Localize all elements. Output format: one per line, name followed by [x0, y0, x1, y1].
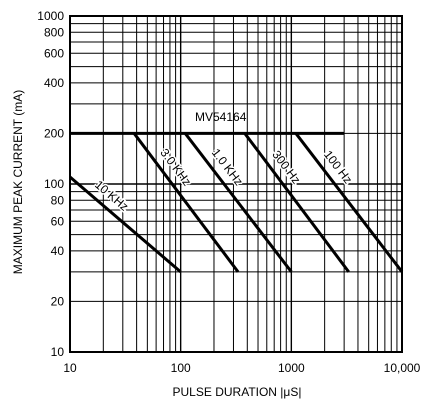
x-axis-tick-labels: 10 100 1000 10,000 — [63, 361, 420, 375]
series-line — [243, 132, 350, 273]
x-tick-label: 10,000 — [384, 361, 421, 375]
y-tick-label: 60 — [51, 214, 65, 228]
series-line — [132, 132, 240, 273]
series-label: 10 KHz — [92, 177, 131, 213]
y-tick-label: 600 — [44, 46, 64, 60]
device-annotation: MV54164 — [195, 110, 247, 124]
y-tick-label: 1000 — [37, 9, 64, 23]
x-tick-label: 10 — [63, 361, 77, 375]
series-line — [184, 132, 293, 273]
plot-frame — [69, 15, 403, 353]
x-tick-label: 100 — [171, 361, 191, 375]
series-label: 100 Hz — [321, 148, 355, 187]
x-tick-label: 1000 — [278, 361, 305, 375]
y-axis-label: MAXIMUM PEAK CURRENT (mA) — [11, 90, 25, 274]
y-tick-label: 80 — [51, 193, 65, 207]
y-axis-tick-labels: 10 20 40 60 80 100 200 400 600 800 1000 — [37, 9, 64, 359]
y-tick-label: 400 — [44, 76, 64, 90]
series-line — [294, 132, 404, 273]
y-tick-label: 10 — [51, 345, 65, 359]
series-line — [69, 175, 182, 273]
series-lines — [69, 132, 404, 273]
y-tick-label: 800 — [44, 25, 64, 39]
y-tick-label: 40 — [51, 244, 65, 258]
y-tick-label: 200 — [44, 126, 64, 140]
x-axis-label: PULSE DURATION |μS| — [173, 385, 302, 399]
y-tick-label: 20 — [51, 294, 65, 308]
y-tick-label: 100 — [44, 177, 64, 191]
